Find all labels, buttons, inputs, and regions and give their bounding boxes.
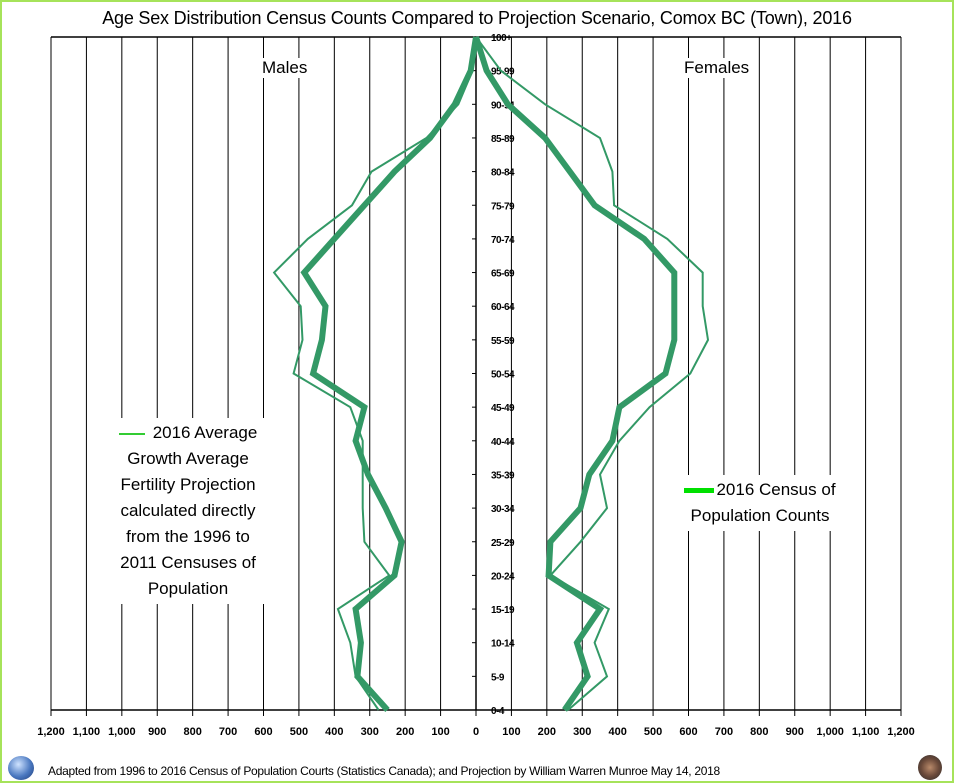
age-group-label: 5-9 xyxy=(491,672,505,683)
age-group-label: 10-14 xyxy=(491,639,515,650)
age-group-label: 80-84 xyxy=(491,168,515,179)
age-group-label: 0-4 xyxy=(491,706,505,717)
age-group-label: 40-44 xyxy=(491,437,515,448)
x-tick-label: 200 xyxy=(538,726,556,738)
x-tick-label: 0 xyxy=(473,726,479,738)
age-group-label: 25-29 xyxy=(491,538,515,549)
x-tick-label: 700 xyxy=(715,726,733,738)
x-tick-label: 400 xyxy=(608,726,626,738)
age-group-label: 60-64 xyxy=(491,302,515,313)
age-group-label: 30-34 xyxy=(491,504,515,515)
x-tick-label: 300 xyxy=(573,726,591,738)
people-mosaic-icon xyxy=(918,755,942,780)
x-tick-label: 800 xyxy=(750,726,768,738)
projection-line xyxy=(272,36,477,711)
chart-title: Age Sex Distribution Census Counts Compa… xyxy=(102,8,852,28)
age-group-label: 55-59 xyxy=(491,336,515,347)
age-group-label: 70-74 xyxy=(491,235,515,246)
x-tick-label: 700 xyxy=(219,726,237,738)
x-tick-label: 1,100 xyxy=(73,726,101,738)
age-group-label: 15-19 xyxy=(491,605,515,616)
age-group-label: 35-39 xyxy=(491,470,515,481)
age-group-label: 90-94 xyxy=(491,100,515,111)
census-line xyxy=(473,36,678,712)
x-tick-label: 1,100 xyxy=(852,726,880,738)
x-tick-label: 1,000 xyxy=(816,726,844,738)
census-line xyxy=(300,36,479,713)
age-group-label: 50-54 xyxy=(491,370,515,381)
globe-icon xyxy=(8,756,34,780)
x-tick-label: 1,000 xyxy=(108,726,136,738)
legend-thin-line-icon xyxy=(118,432,145,435)
x-tick-label: 400 xyxy=(325,726,343,738)
age-group-label: 85-89 xyxy=(491,134,515,145)
x-tick-label: 800 xyxy=(183,726,201,738)
x-tick-label: 900 xyxy=(786,726,804,738)
x-tick-label: 1,200 xyxy=(887,726,915,738)
legend-census: 2016 Census of Population Counts xyxy=(660,475,860,531)
projection-line xyxy=(475,36,710,711)
legend-thick-line-icon xyxy=(684,488,715,494)
x-tick-label: 500 xyxy=(290,726,308,738)
x-tick-label: 100 xyxy=(502,726,520,738)
age-group-label: 20-24 xyxy=(491,571,515,582)
x-tick-label: 500 xyxy=(644,726,662,738)
age-group-label: 100+ xyxy=(491,33,512,44)
x-tick-label: 100 xyxy=(431,726,449,738)
age-group-label: 65-69 xyxy=(491,269,515,280)
males-label: Males xyxy=(256,58,314,78)
age-group-label: 75-79 xyxy=(491,201,515,212)
x-tick-label: 1,200 xyxy=(37,726,65,738)
females-label: Females xyxy=(678,58,756,78)
legend-projection: 2016 Average Growth Average Fertility Pr… xyxy=(88,418,288,604)
x-tick-label: 900 xyxy=(148,726,166,738)
x-tick-label: 300 xyxy=(361,726,379,738)
x-tick-label: 200 xyxy=(396,726,414,738)
age-group-label: 45-49 xyxy=(491,403,515,414)
x-tick-label: 600 xyxy=(254,726,272,738)
footer-source: Adapted from 1996 to 2016 Census of Popu… xyxy=(48,764,720,778)
x-tick-label: 600 xyxy=(679,726,697,738)
